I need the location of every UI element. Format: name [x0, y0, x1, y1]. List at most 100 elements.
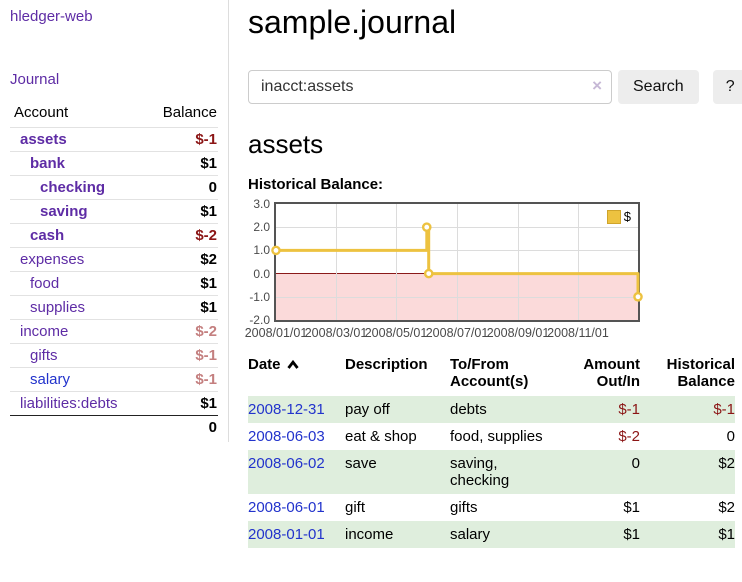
account-heading: assets — [248, 129, 324, 159]
x-axis-tick-label: 2008/07/01 — [425, 326, 489, 340]
transaction-date-link[interactable]: 2008-06-01 — [248, 499, 325, 516]
transaction-row: 2008-12-31 pay off debts $-1 $-1 — [248, 396, 735, 423]
y-axis-tick-label: 1.0 — [253, 243, 270, 257]
register-table: Date Description To/From Account(s) Amou… — [248, 352, 735, 548]
account-row: liabilities:debts $1 — [10, 391, 218, 416]
historical-balance-chart[interactable]: $ 2008/01/01 2008/03/01 2008/05/01 2008/07/… — [244, 197, 735, 344]
nav-journal-link[interactable]: Journal — [10, 71, 60, 88]
sidebar: hledger-web Journal Account Balance asse… — [0, 0, 229, 442]
account-balance: $-2 — [144, 319, 218, 344]
transaction-date-link[interactable]: 2008-06-02 — [248, 455, 325, 472]
y-axis-tick-label: 2.0 — [253, 220, 270, 234]
account-row: supplies $1 — [10, 295, 218, 320]
v-gridline — [578, 204, 579, 320]
account-balance: $1 — [144, 271, 218, 296]
account-link-saving[interactable]: saving — [40, 203, 88, 220]
transaction-date-link[interactable]: 2008-12-31 — [248, 401, 325, 418]
search-box: × — [248, 70, 612, 104]
transaction-date-cell: 2008-06-03 — [248, 423, 345, 450]
x-axis-tick-label: 2008/11/01 — [547, 326, 609, 340]
total-balance: 0 — [144, 415, 218, 439]
legend-label: $ — [623, 209, 631, 224]
account-row: food $1 — [10, 271, 218, 296]
transaction-date-link[interactable]: 2008-06-03 — [248, 428, 325, 445]
account-row: checking 0 — [10, 175, 218, 200]
transaction-amount-cell: $-2 — [618, 428, 640, 445]
transaction-accounts-cell: saving, checking — [450, 450, 555, 494]
transaction-balance-cell: $1 — [640, 521, 735, 548]
account-link-bank[interactable]: bank — [30, 155, 66, 172]
help-button[interactable]: ? — [712, 70, 742, 104]
account-balance: $-2 — [144, 223, 218, 248]
account-balance: $1 — [144, 151, 218, 176]
transaction-date-link[interactable]: 2008-01-01 — [248, 526, 325, 543]
transaction-date-cell: 2008-06-02 — [248, 450, 345, 494]
sort-asc-icon — [286, 359, 299, 369]
account-balance: 0 — [144, 175, 218, 200]
v-gridline — [396, 204, 397, 320]
legend-swatch-icon — [606, 209, 621, 224]
v-gridline — [457, 204, 458, 320]
date-column-header[interactable]: Date — [248, 352, 345, 396]
transaction-date-cell: 2008-06-01 — [248, 494, 345, 521]
transaction-date-cell: 2008-01-01 — [248, 521, 345, 548]
y-axis-tick-label: -1.0 — [249, 290, 270, 304]
account-link-income[interactable]: income — [20, 323, 69, 340]
transaction-description-cell: save — [345, 450, 450, 494]
chart-title: Historical Balance: — [248, 176, 384, 193]
transaction-balance-cell: $2 — [640, 450, 735, 494]
account-link-food[interactable]: food — [30, 275, 60, 292]
search-button[interactable]: Search — [618, 70, 699, 104]
account-link-checking[interactable]: checking — [40, 179, 106, 196]
transaction-accounts-cell: salary — [450, 521, 555, 548]
x-axis-tick-label: 2008/01/01 — [244, 326, 308, 340]
total-row: 0 — [10, 415, 218, 439]
y-axis-tick-label: 3.0 — [253, 197, 270, 211]
transaction-description-cell: gift — [345, 499, 366, 516]
transaction-amount-cell: $1 — [623, 499, 640, 516]
transaction-description-cell: pay off — [345, 396, 450, 423]
transaction-balance-cell: $-1 — [640, 396, 735, 423]
transaction-row: 2008-01-01 income salary $1 $1 — [248, 521, 735, 548]
chart-plot-area: $ — [271, 202, 643, 322]
account-balance: $-1 — [144, 343, 218, 368]
account-balance: $-1 — [144, 367, 218, 392]
clear-search-icon[interactable]: × — [592, 76, 602, 95]
accounts-column-header: To/From Account(s) — [450, 356, 529, 390]
account-row: assets $-1 — [10, 127, 218, 152]
transaction-date-cell: 2008-12-31 — [248, 396, 345, 423]
v-gridline — [518, 204, 519, 320]
search-bar: × Search ? — [248, 70, 742, 104]
account-row: gifts $-1 — [10, 343, 218, 368]
transaction-amount-cell: $-1 — [555, 396, 640, 423]
transaction-balance-cell: 0 — [726, 428, 735, 445]
data-point-marker — [633, 292, 643, 302]
data-point-marker — [271, 245, 281, 256]
account-link-cash[interactable]: cash — [30, 227, 65, 244]
balance-series-line — [271, 222, 643, 302]
amount-column-header: Amount Out/In — [583, 356, 640, 390]
account-link-supplies[interactable]: supplies — [30, 299, 86, 316]
account-link-gifts[interactable]: gifts — [30, 347, 58, 364]
account-balance: $1 — [144, 295, 218, 320]
transaction-description-cell: income — [345, 521, 450, 548]
register-header-row: Date Description To/From Account(s) Amou… — [248, 352, 735, 396]
account-balance: $2 — [144, 247, 218, 272]
transaction-row: 2008-06-01 gift gifts $1 $2 — [248, 494, 735, 521]
search-input[interactable] — [248, 70, 612, 104]
account-link-assets[interactable]: assets — [20, 131, 67, 148]
total-spacer — [10, 415, 145, 439]
account-column-header: Account — [14, 104, 69, 121]
x-axis-tick-label: 2008/09/01 — [486, 326, 550, 340]
x-axis-tick-label: 2008/03/01 — [304, 326, 368, 340]
transaction-balance-cell: $2 — [718, 499, 735, 516]
account-link-salary[interactable]: salary — [30, 371, 71, 388]
account-row: salary $-1 — [10, 367, 218, 392]
account-row: saving $1 — [10, 199, 218, 224]
account-link-liabilities-debts[interactable]: liabilities:debts — [20, 395, 118, 412]
brand-link[interactable]: hledger-web — [10, 8, 93, 25]
account-link-expenses[interactable]: expenses — [20, 251, 85, 268]
account-row: cash $-2 — [10, 223, 218, 248]
y-axis-tick-label: -2.0 — [249, 313, 270, 327]
